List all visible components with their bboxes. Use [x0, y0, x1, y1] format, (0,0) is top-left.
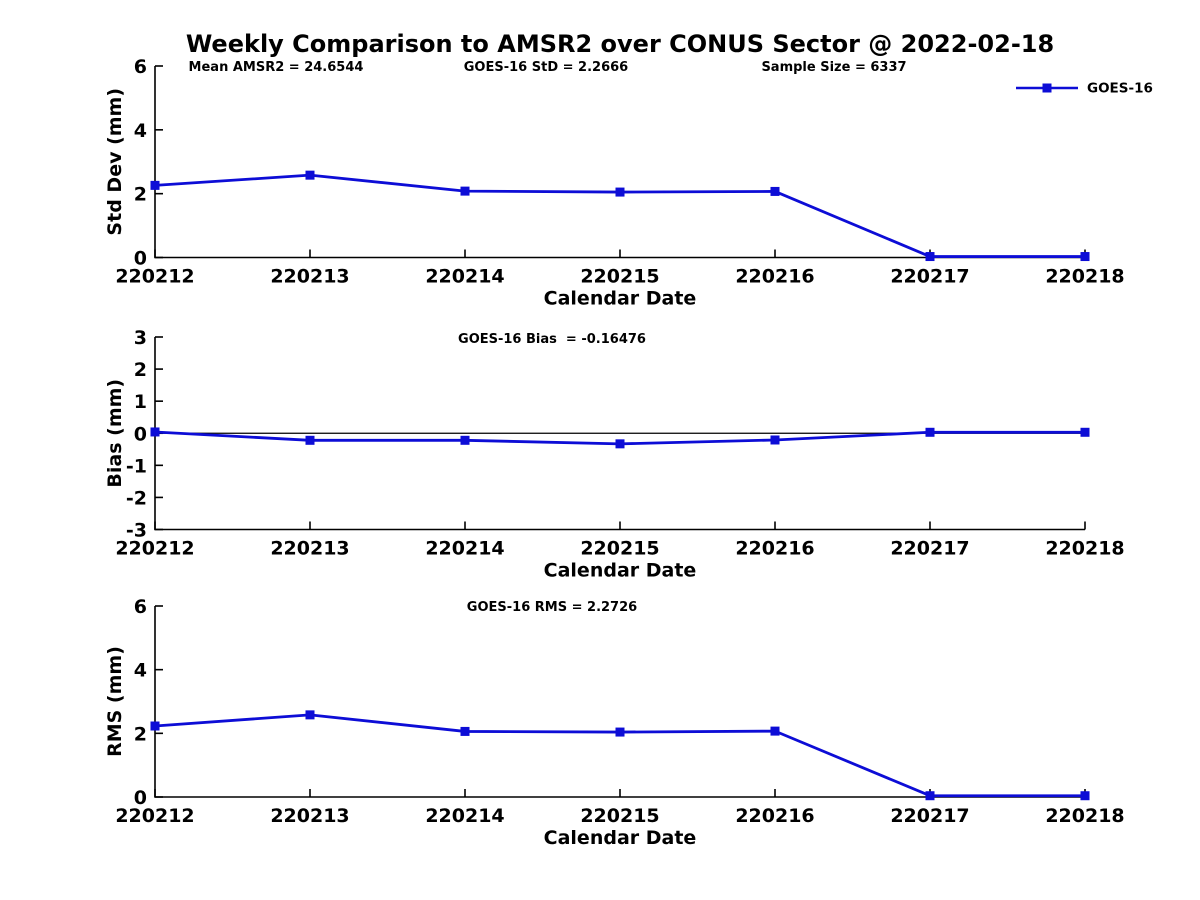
legend-marker-sample: [1042, 83, 1052, 93]
x-tick-label: 220218: [1045, 538, 1124, 560]
goes16-series-line: [154, 173, 1085, 258]
data-point-marker: [460, 726, 470, 736]
y-tick-label: 2: [134, 359, 147, 381]
y-tick-label: -1: [126, 455, 147, 477]
y-tick-label: 2: [134, 723, 147, 745]
data-point-marker: [1080, 427, 1090, 437]
y-tick-label: 2: [134, 184, 147, 206]
x-tick-label: 220212: [115, 805, 194, 827]
y-tick-label: 3: [134, 327, 147, 349]
data-point-marker: [925, 252, 935, 262]
x-tick-label: 220213: [270, 266, 349, 288]
chart-annotation: Mean AMSR2 = 24.6544: [189, 60, 364, 75]
y-tick-label: -3: [126, 520, 147, 542]
x-tick-label: 220217: [890, 266, 969, 288]
chart-annotation: Sample Size = 6337: [761, 60, 906, 75]
x-tick-label: 220217: [890, 805, 969, 827]
data-point-marker: [770, 435, 780, 445]
goes16-series-line: [154, 713, 1085, 798]
chart-annotation: GOES-16 RMS = 2.2726: [467, 600, 637, 615]
y-tick-label: 0: [134, 423, 147, 445]
x-axis-label: Calendar Date: [544, 288, 697, 310]
x-tick-label: 220217: [890, 538, 969, 560]
y-tick-label: -2: [126, 487, 147, 509]
figure-title: Weekly Comparison to AMSR2 over CONUS Se…: [185, 30, 1055, 58]
x-tick-label: 220218: [1045, 266, 1124, 288]
y-tick-label: 0: [134, 787, 147, 809]
x-tick-label: 220214: [425, 805, 504, 827]
x-tick-label: 220218: [1045, 805, 1124, 827]
x-tick-label: 220213: [270, 538, 349, 560]
x-tick-label: 220215: [580, 805, 659, 827]
rms-chart: 0 2 4 6 220212 220213 220214 220215 220216 220217…: [104, 596, 1125, 849]
data-point-marker: [925, 427, 935, 437]
x-tick-label: 220213: [270, 805, 349, 827]
data-point-marker: [150, 427, 160, 437]
stddev-chart: 0 2 4 6 220212 220213 220214 220215 220216 220217…: [104, 56, 1153, 310]
y-tick-label: 6: [134, 56, 147, 78]
data-point-marker: [460, 186, 470, 196]
axis-spines: [154, 606, 1085, 798]
data-point-marker: [150, 721, 160, 731]
chart-annotation: GOES-16 Bias = -0.16476: [458, 332, 646, 347]
x-tick-label: 220216: [735, 266, 814, 288]
x-tick-label: 220215: [580, 538, 659, 560]
x-tick-label: 220212: [115, 266, 194, 288]
data-point-marker: [305, 170, 315, 180]
y-axis-label: RMS (mm): [104, 646, 126, 757]
data-point-marker: [305, 435, 315, 445]
y-tick-label: 4: [134, 120, 147, 142]
data-point-marker: [150, 180, 160, 190]
axis-spines: [154, 66, 1085, 259]
legend: GOES-16: [1016, 81, 1153, 97]
chart-annotation: GOES-16 StD = 2.2666: [464, 60, 628, 75]
bias-chart: -3 -2 -1 0 1 2 3 220212 220213 220214 220215 220216…: [104, 327, 1125, 582]
y-tick-label: 0: [134, 248, 147, 270]
data-point-marker: [615, 727, 625, 737]
data-point-marker: [305, 710, 315, 720]
x-tick-label: 220212: [115, 538, 194, 560]
data-point-marker: [770, 186, 780, 196]
data-point-marker: [1080, 791, 1090, 801]
x-tick-label: 220214: [425, 538, 504, 560]
data-point-marker: [615, 439, 625, 449]
x-tick-label: 220214: [425, 266, 504, 288]
x-tick-label: 220216: [735, 805, 814, 827]
y-tick-label: 1: [134, 391, 147, 413]
x-tick-label: 220215: [580, 266, 659, 288]
y-axis-label: Bias (mm): [104, 379, 126, 488]
x-axis-label: Calendar Date: [544, 560, 697, 582]
y-axis-label: Std Dev (mm): [104, 88, 126, 236]
data-point-marker: [615, 187, 625, 197]
data-point-marker: [1080, 252, 1090, 262]
x-axis-label: Calendar Date: [544, 827, 697, 849]
x-tick-label: 220216: [735, 538, 814, 560]
data-point-marker: [460, 435, 470, 445]
data-point-marker: [770, 726, 780, 736]
legend-label: GOES-16: [1087, 81, 1153, 97]
data-point-marker: [925, 791, 935, 801]
y-tick-label: 6: [134, 596, 147, 618]
y-tick-label: 4: [134, 660, 147, 682]
